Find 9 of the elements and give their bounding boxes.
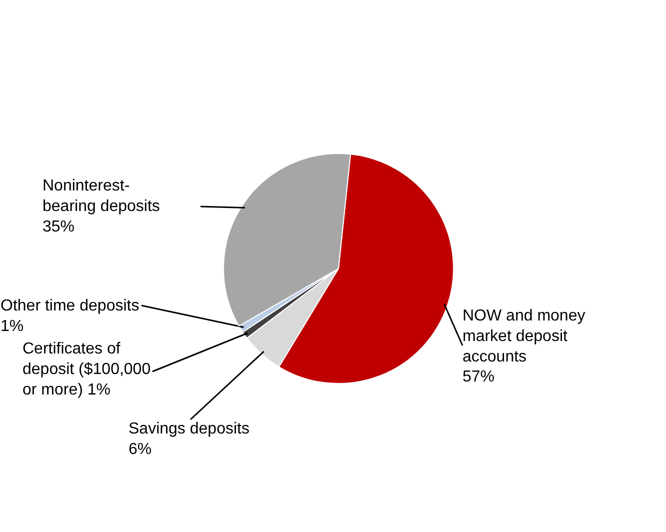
data-label: 1% <box>0 318 24 335</box>
slice-label: NOW and money market deposit accounts <box>462 308 586 366</box>
slice-label: Noninterest-bearing deposits <box>42 178 160 215</box>
slice-label: Savings deposits <box>128 420 250 438</box>
slice-label: Other time deposits <box>0 298 140 314</box>
data-label: 6% <box>128 440 152 458</box>
data-label: 35% <box>42 218 75 236</box>
slice-label: Certificates of deposit ($100,000 or more) 1% <box>22 340 151 398</box>
data-label: 57% <box>462 368 495 386</box>
